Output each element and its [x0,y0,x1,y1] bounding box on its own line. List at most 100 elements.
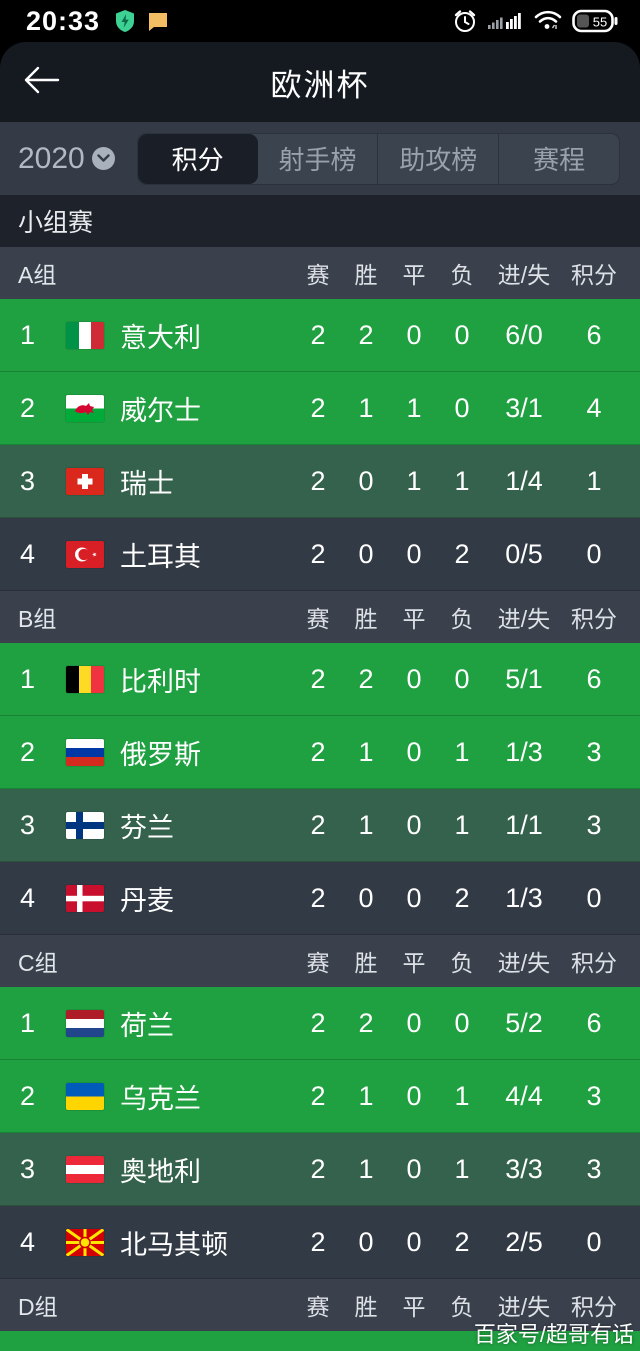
group-header-D组: D组 赛胜平负进/失 积分 [0,1279,640,1331]
tab-赛程[interactable]: 赛程 [533,145,586,175]
stat-won: 0 [358,466,374,496]
team-stats: 2 1 1 0 3/1 4 [294,393,640,424]
finland-flag-icon [66,812,104,839]
team-stats: 2 1 0 1 1/3 3 [294,737,640,768]
stat-drawn: 0 [406,1081,422,1111]
team-row[interactable]: 3 芬兰 2 1 0 1 1/1 3 [0,789,640,862]
team-row[interactable]: 2 俄罗斯 2 1 0 1 1/3 3 [0,716,640,789]
team-stats: 2 2 0 0 5/2 6 [294,1008,640,1039]
stat-lost: 0 [454,393,470,423]
stat-won: 2 [358,320,374,350]
team-row[interactable]: 2 威尔士 2 1 1 0 3/1 4 [0,372,640,445]
stat-won: 1 [358,1154,374,1184]
rank: 3 [20,810,36,840]
switzerland-flag-icon [66,468,104,495]
tab-积分[interactable]: 积分 [137,133,258,184]
team-row[interactable]: 4 土耳其 2 0 0 2 0/5 0 [0,518,640,591]
wales-flag-icon [66,395,104,422]
section-header: 小组赛 [0,195,640,247]
column-header: 平 [402,262,426,288]
northmacedonia-flag-icon [66,1229,104,1256]
battery-icon: 55 [572,8,618,34]
group-name: B组 [18,606,57,632]
column-header: 赛 [306,262,330,288]
group-header-B组: B组 赛胜平负进/失 积分 [0,591,640,643]
message-icon [146,9,170,33]
team-row[interactable]: 3 奥地利 2 1 0 1 3/3 3 [0,1133,640,1206]
season-value: 2020 [18,141,85,175]
stat-played: 2 [310,1154,326,1184]
signal-icon [488,9,524,33]
rank: 4 [20,883,36,913]
column-header: 胜 [354,950,378,976]
turkey-flag-icon [66,541,104,568]
team-row[interactable]: 4 北马其顿 2 0 0 2 2/5 0 [0,1206,640,1279]
stat-points: 1 [586,466,602,496]
stat-drawn: 0 [406,664,422,694]
rank: 1 [20,320,36,350]
partial-next-row [0,1331,640,1351]
team-row[interactable]: 1 比利时 2 2 0 0 5/1 6 [0,643,640,716]
team-name: 俄罗斯 [120,740,201,770]
column-header: 积分 [571,950,617,976]
column-header: 进/失 [497,950,551,976]
team-name: 意大利 [120,323,201,353]
column-header: 平 [402,606,426,632]
stat-won: 1 [358,1081,374,1111]
stat-drawn: 0 [406,737,422,767]
team-name: 乌克兰 [120,1084,201,1114]
team-stats: 2 2 0 0 5/1 6 [294,664,640,695]
stat-lost: 0 [454,320,470,350]
stat-played: 2 [310,1081,326,1111]
stat-points: 4 [586,393,602,423]
column-header: 平 [402,1294,426,1320]
team-name: 比利时 [120,667,201,697]
group-name: D组 [18,1294,58,1320]
rank: 4 [20,539,36,569]
column-headers: 赛胜平负进/失 积分 [294,944,640,978]
stat-won: 0 [358,539,374,569]
stat-won: 1 [358,737,374,767]
column-header: 赛 [306,606,330,632]
standings-table: A组 赛胜平负进/失 积分 1 意大利 2 2 0 0 6/0 6 2 威尔士 2… [0,247,640,1351]
section-title: 小组赛 [18,209,94,237]
rank: 2 [20,1081,36,1111]
team-stats: 2 0 0 2 0/5 0 [294,539,640,570]
stat-played: 2 [310,664,326,694]
stat-drawn: 0 [406,883,422,913]
column-header: 负 [450,1294,474,1320]
column-headers: 赛胜平负进/失 积分 [294,600,640,634]
rank: 4 [20,1227,36,1257]
back-button[interactable] [22,42,82,122]
stat-goals: 1/1 [505,810,543,840]
team-row[interactable]: 1 荷兰 2 2 0 0 5/2 6 [0,987,640,1060]
battery-percent-text: 55 [593,15,607,30]
stat-lost: 2 [454,883,470,913]
team-row[interactable]: 2 乌克兰 2 1 0 1 4/4 3 [0,1060,640,1133]
season-dropdown[interactable]: 2020 [18,142,115,176]
team-row[interactable]: 3 瑞士 2 0 1 1 1/4 1 [0,445,640,518]
team-row[interactable]: 4 丹麦 2 0 0 2 1/3 0 [0,862,640,935]
stat-points: 3 [586,1154,602,1184]
stat-played: 2 [310,539,326,569]
group-name: C组 [18,950,58,976]
tab-射手榜[interactable]: 射手榜 [258,133,379,184]
stat-won: 2 [358,1008,374,1038]
rank: 2 [20,737,36,767]
team-stats: 2 0 1 1 1/4 1 [294,466,640,497]
tab-助攻榜[interactable]: 助攻榜 [378,133,500,184]
column-header: 平 [402,950,426,976]
stat-points: 3 [586,737,602,767]
stat-won: 1 [358,393,374,423]
stat-won: 0 [358,883,374,913]
denmark-flag-icon [66,885,104,912]
stat-goals: 2/5 [505,1227,543,1257]
team-stats: 2 0 0 2 2/5 0 [294,1227,640,1258]
stat-drawn: 0 [406,1154,422,1184]
stat-lost: 0 [454,1008,470,1038]
stat-played: 2 [310,1008,326,1038]
stat-lost: 2 [454,539,470,569]
belgium-flag-icon [66,666,104,693]
team-row[interactable]: 1 意大利 2 2 0 0 6/0 6 [0,299,640,372]
stat-lost: 1 [454,466,470,496]
